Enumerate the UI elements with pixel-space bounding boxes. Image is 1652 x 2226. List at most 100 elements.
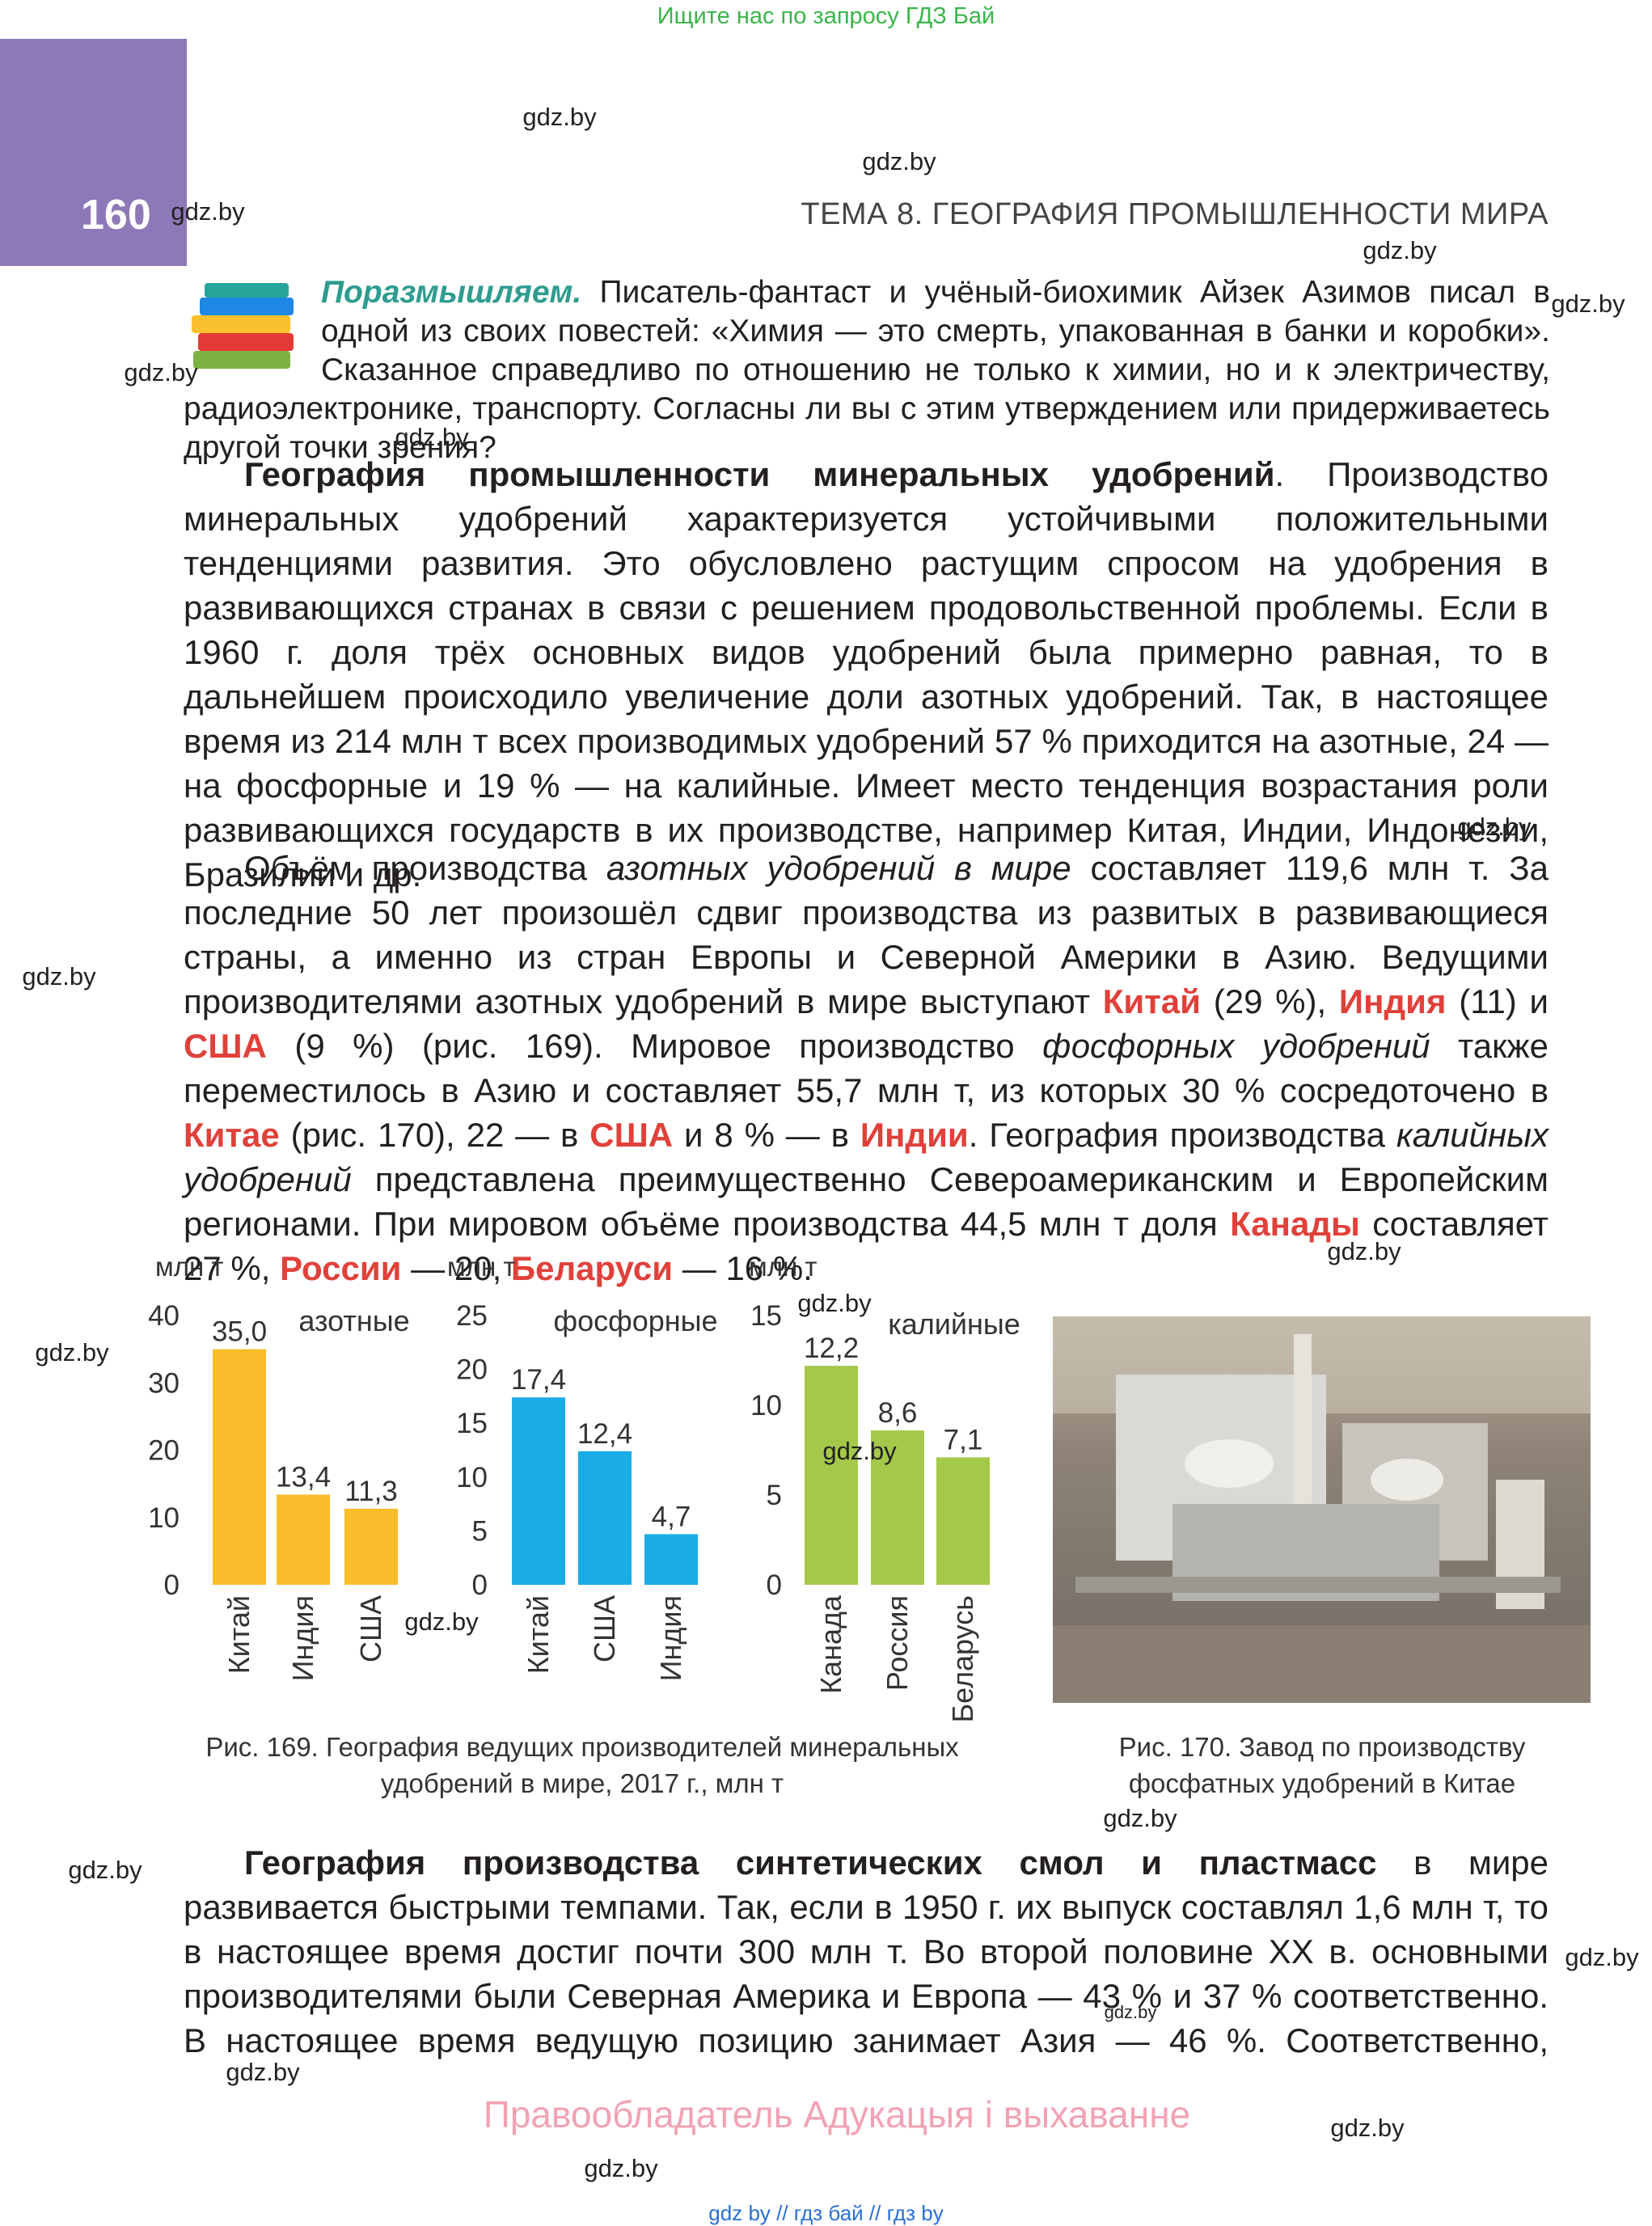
watermark: gdz.by [1551, 289, 1625, 318]
watermark: gdz.by [226, 2058, 300, 2086]
watermark: gdz.by [1104, 2002, 1157, 2022]
series-label: азотные [298, 1304, 409, 1337]
watermark: gdz.by [404, 1607, 479, 1636]
text-run: — 16 %. [673, 1249, 813, 1287]
text-run: Объём производства [244, 849, 606, 887]
text-run: азотных удобрений в мире [606, 849, 1071, 887]
y-tick-label: 0 [472, 1569, 488, 1601]
x-tick-label: США [354, 1595, 387, 1662]
y-tick-label: 15 [456, 1408, 488, 1439]
text-run: (9 %) (рис. 169). Мировое производство [266, 1027, 1043, 1065]
unit-label: млн т [749, 1252, 817, 1282]
figure-caption: Рис. 170. Завод по производству фосфатны… [1118, 1732, 1526, 1798]
text-run: США [589, 1116, 674, 1154]
bar [644, 1534, 698, 1585]
text-run: . География производства [968, 1116, 1396, 1154]
book-icon [192, 283, 294, 369]
factory-photo [1053, 1316, 1591, 1703]
bar [805, 1366, 858, 1585]
watermark: gdz.by [522, 103, 597, 131]
text-run: (29 %), [1200, 982, 1339, 1020]
text-run: Китае [184, 1116, 280, 1154]
text-run: Китай [1102, 982, 1201, 1020]
unit-label: млн т [155, 1252, 223, 1282]
y-tick-label: 15 [750, 1300, 782, 1332]
watermark: gdz.by [1103, 1804, 1177, 1832]
y-tick-label: 5 [472, 1515, 488, 1547]
bar [277, 1494, 330, 1585]
bar [512, 1397, 565, 1585]
value-label: 11,3 [344, 1476, 398, 1507]
y-tick-label: 0 [164, 1569, 180, 1601]
y-tick-label: 20 [456, 1354, 488, 1386]
text-run: Беларуси [510, 1249, 674, 1287]
aside: Поразмышляем. Писатель-фантаст и учёный-… [184, 273, 1550, 467]
bar [936, 1457, 990, 1585]
text-run: представлена преимущественно Североамери… [184, 1160, 1548, 1243]
copyright: Правообладатель Адукацыя і выхаванне [483, 2093, 1191, 2135]
text-run: Индия [1338, 982, 1447, 1020]
watermark: gdz.by [797, 1289, 872, 1317]
watermark: gdz.by [395, 423, 469, 451]
watermark: gdz.by [862, 147, 936, 175]
x-tick-label: Китай [222, 1595, 256, 1674]
watermark: gdz.by [1330, 2114, 1405, 2142]
x-tick-label: Россия [881, 1595, 914, 1691]
watermark: gdz.by [1327, 1237, 1401, 1265]
text-run: в мире развивается быстрыми темпами. Так… [184, 1844, 1549, 2059]
value-label: 12,4 [577, 1418, 632, 1450]
x-tick-label: Беларусь [946, 1595, 979, 1722]
watermark: gdz.by [1363, 236, 1437, 264]
series-label: фосфорные [553, 1304, 717, 1337]
text-run: также переместилось в Азию и составляет … [184, 1027, 1548, 1109]
series-label: калийные [888, 1307, 1020, 1341]
y-tick-label: 30 [148, 1367, 180, 1399]
value-label: 4,7 [652, 1501, 691, 1532]
x-tick-label: Китай [522, 1595, 555, 1674]
text-run: Индии [860, 1116, 969, 1154]
x-tick-label: Индия [286, 1595, 319, 1681]
y-tick-label: 0 [767, 1569, 782, 1601]
text-run: США [184, 1027, 267, 1065]
page-number: 160 [81, 192, 151, 239]
watermark: gdz.by [22, 962, 96, 991]
watermark: gdz.by [171, 197, 245, 226]
text-run: Писатель-фантаст и учёный-биохимик Айзек… [184, 275, 1550, 465]
y-tick-label: 20 [148, 1435, 180, 1467]
text-run: Канады [1230, 1205, 1360, 1243]
y-tick-label: 25 [456, 1300, 488, 1332]
text-run: составляет 27 %, [184, 1205, 1549, 1287]
y-tick-label: 10 [750, 1390, 782, 1421]
x-tick-label: Индия [654, 1595, 687, 1681]
watermark: gdz.by [584, 2154, 658, 2182]
value-label: 12,2 [804, 1333, 859, 1364]
value-label: 13,4 [276, 1461, 331, 1493]
watermark: gdz.by [822, 1437, 897, 1465]
text-run: фосфорных удобрений [1042, 1027, 1430, 1065]
x-tick-label: Канада [814, 1595, 847, 1694]
text-run: калийных удобрений [184, 1116, 1548, 1198]
value-label: 35,0 [212, 1316, 267, 1348]
text-run: и 8 % — в [673, 1116, 860, 1154]
text-run: География производства синтетических смо… [244, 1844, 1377, 1882]
footer: gdz by // гдз бай // гдз by [708, 2201, 944, 2225]
watermark: gdz.by [124, 358, 198, 386]
running-header: ТЕМА 8. ГЕОГРАФИЯ ПРОМЫШЛЕННОСТИ МИРА [801, 197, 1548, 231]
x-tick-label: США [588, 1595, 621, 1662]
watermark: gdz.by [1457, 813, 1532, 841]
text-run: Поразмышляем. [321, 275, 582, 310]
value-label: 17,4 [511, 1364, 566, 1396]
text-run: — 20, [401, 1249, 511, 1287]
text-run: География промышленности минеральных удо… [244, 455, 1275, 493]
banner: Ищите нас по запросу ГДЗ Бай [657, 3, 995, 29]
text-run: России [280, 1249, 402, 1287]
paragraph: Объём производства азотных удобрений в м… [184, 846, 1548, 1290]
bar [871, 1430, 924, 1585]
paragraph: География производства синтетических смо… [184, 1840, 1548, 2063]
text-run: составляет 119,6 млн т. За последние 50 … [184, 849, 1548, 1020]
paragraph: География промышленности минеральных удо… [184, 452, 1548, 897]
bar [344, 1508, 398, 1585]
unit-label: млн т [447, 1252, 515, 1282]
